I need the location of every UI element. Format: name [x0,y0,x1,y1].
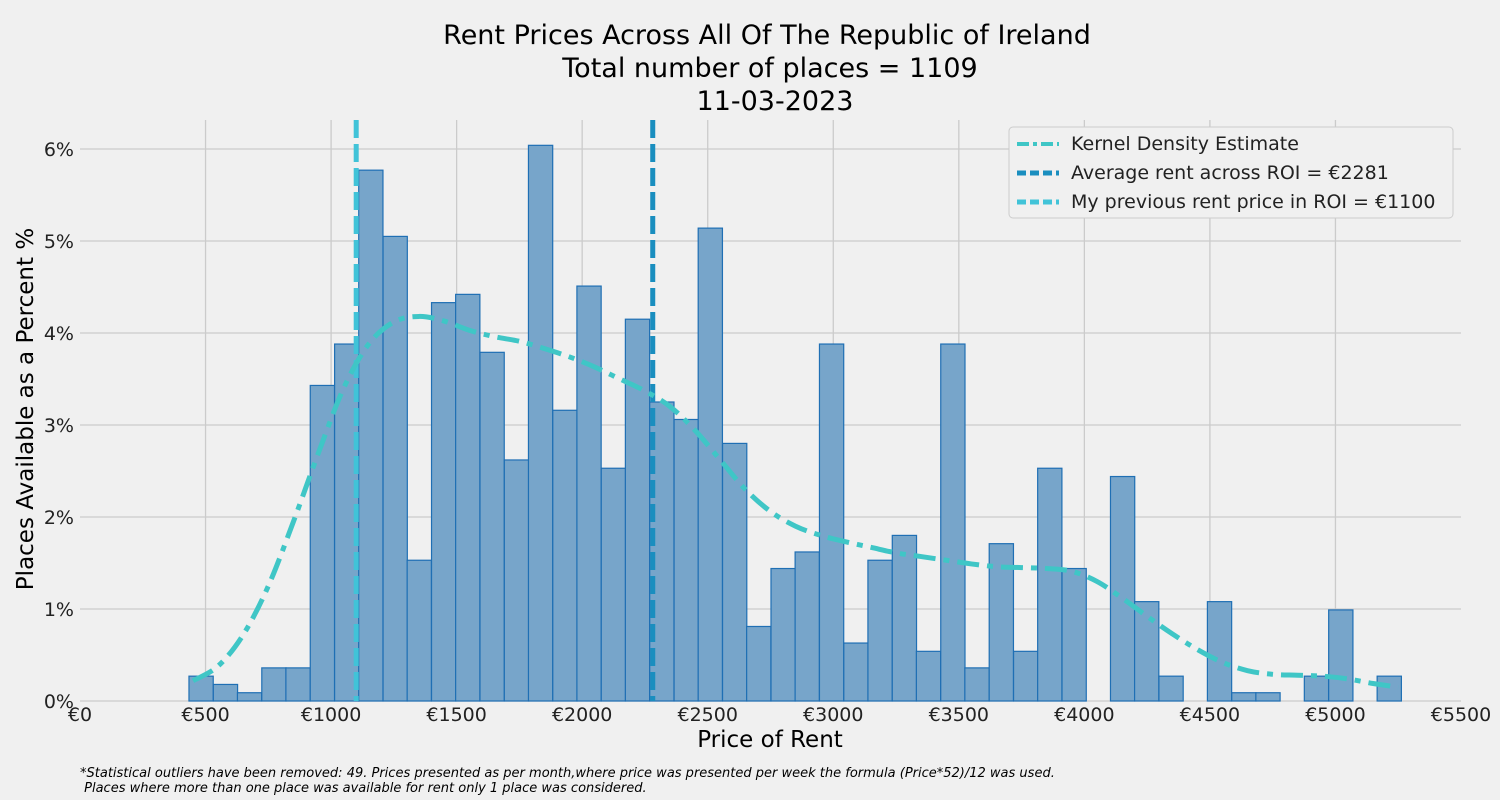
y-tick-label: 3% [44,415,74,437]
x-tick-label: €500 [181,704,229,726]
chart-title: Rent Prices Across All Of The Republic o… [443,20,1091,117]
histogram-bar [940,343,966,702]
histogram-bar [1231,692,1257,702]
y-axis-ticks: 0% 1% 2% 3% 4% 5% 6% [44,139,74,713]
y-axis-label: Places Available as a Percent % [13,228,39,590]
histogram-bar [1376,675,1402,702]
x-axis-ticks: €0 €500 €1000 €1500 €2000 €2500 €3000 €3500 €400… [68,704,1491,726]
x-tick-label: €4500 [1180,704,1240,726]
x-tick-label: €5500 [1431,704,1491,726]
histogram-bar [188,675,214,702]
chart-title-line-1: Rent Prices Across All Of The Republic o… [443,20,1091,51]
legend-kde-label: Kernel Density Estimate [1071,133,1299,155]
histogram-bar [1206,601,1233,702]
x-tick-label: €1500 [426,704,486,726]
histogram-bar [818,343,845,702]
x-tick-label: €3000 [803,704,863,726]
histogram-bar [1061,567,1087,702]
histogram-bar [673,418,699,702]
x-tick-label: €1000 [301,704,361,726]
chart-title-line-3: 11-03-2023 [697,86,854,117]
histogram-bar [285,667,311,702]
histogram-bar [624,318,651,702]
histogram-bar [576,285,602,702]
histogram-bar [261,667,287,702]
chart-title-line-2: Total number of places = 1109 [561,53,977,84]
footnote-line-1: *Statistical outliers have been removed:… [80,766,1055,781]
histogram-bar [1037,467,1063,702]
histogram-bar [843,642,869,702]
histogram-bar [430,302,457,702]
legend-previous-rent-label: My previous rent price in ROI = €1100 [1071,191,1435,213]
x-tick-label: €2500 [678,704,738,726]
histogram-bar [552,409,578,702]
histogram-bar [770,567,796,702]
histogram-bar [479,351,505,702]
y-tick-label: 2% [44,507,74,529]
histogram-bar [964,667,990,702]
histogram-bar [1109,475,1136,702]
histogram-bar [1158,675,1184,702]
histogram-bar [794,551,820,702]
histogram-bar [697,227,724,702]
histogram-bar [1328,609,1354,702]
x-tick-label: €0 [68,704,92,726]
footnote-line-2: Places where more than one place was ava… [80,781,647,796]
histogram-bar [406,559,433,702]
histogram-bar [1303,675,1330,702]
legend-box [1008,126,1454,219]
legend-average-label: Average rent across ROI = €2281 [1071,162,1389,184]
histogram-bar [1255,692,1281,702]
y-tick-label: 1% [44,599,74,621]
histogram-bar [1012,650,1039,702]
x-tick-label: €2000 [552,704,612,726]
histogram-bar [891,534,918,702]
histogram-bar [915,650,942,702]
histogram-bar [721,442,748,702]
legend: Kernel Density Estimate Average rent acr… [1008,126,1454,219]
histogram-bar [746,625,772,702]
histogram-bar [503,459,530,702]
y-tick-label: 0% [44,691,74,713]
histogram-bar [867,559,893,702]
histogram-bar [358,169,384,702]
y-tick-label: 6% [44,139,74,161]
histogram-bar [600,467,627,702]
histogram-bar [1133,601,1160,702]
x-tick-label: €3500 [929,704,989,726]
histogram-bar [455,293,481,702]
reference-lines [353,120,656,701]
kde-curve [191,313,1399,690]
footnote: *Statistical outliers have been removed:… [80,766,1055,796]
histogram-bar [309,384,336,702]
y-tick-label: 5% [44,231,74,253]
histogram-bar [236,692,263,702]
x-tick-label: €5000 [1305,704,1365,726]
histogram-bar [988,543,1015,702]
histogram-bars [188,144,1402,702]
histogram-bar [382,235,408,702]
histogram-bar [212,683,239,702]
x-axis-label: Price of Rent [697,727,843,753]
y-tick-label: 4% [44,323,74,345]
x-tick-label: €4000 [1054,704,1114,726]
histogram-bar [527,144,554,702]
